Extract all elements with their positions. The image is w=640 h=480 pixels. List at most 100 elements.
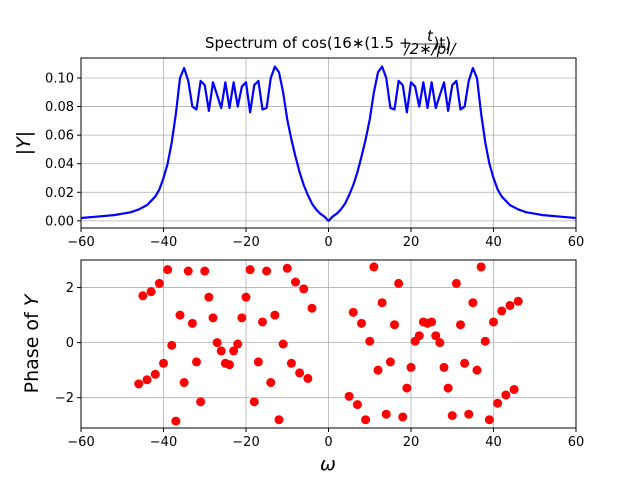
phase-xlabel: ω bbox=[320, 453, 336, 475]
phase-point bbox=[204, 292, 214, 302]
phase-point bbox=[357, 318, 366, 328]
phase-point bbox=[282, 263, 292, 273]
x-tick-label: 0 bbox=[324, 435, 332, 450]
y-tick-label: 0.10 bbox=[45, 72, 74, 87]
phase-point bbox=[163, 265, 173, 275]
phase-point bbox=[509, 384, 519, 394]
phase-point bbox=[183, 266, 193, 276]
phase-point bbox=[142, 375, 152, 385]
phase-point bbox=[192, 357, 201, 367]
phase-point bbox=[377, 298, 387, 308]
spectrum-ylabel: |Y| bbox=[13, 131, 35, 155]
phase-point bbox=[493, 398, 503, 408]
phase-point bbox=[435, 338, 445, 348]
phase-point bbox=[361, 415, 371, 425]
y-tick-label: 0.00 bbox=[45, 214, 74, 229]
phase-plot-area bbox=[134, 262, 523, 426]
y-tick-label: 2 bbox=[66, 281, 74, 296]
phase-point bbox=[480, 336, 490, 346]
phase-point bbox=[402, 383, 412, 393]
x-tick-label: −60 bbox=[67, 435, 94, 450]
phase-point bbox=[258, 317, 267, 327]
phase-point bbox=[253, 357, 263, 367]
phase-point bbox=[468, 298, 478, 308]
phase-point bbox=[406, 362, 416, 372]
phase-point bbox=[237, 313, 247, 323]
x-tick-label: −60 bbox=[67, 235, 94, 250]
phase-point bbox=[476, 262, 486, 272]
phase-point bbox=[472, 365, 482, 375]
phase-point bbox=[439, 362, 449, 372]
x-tick-label: 20 bbox=[403, 435, 420, 450]
phase-point bbox=[451, 278, 461, 288]
phase-point bbox=[398, 412, 408, 422]
phase-point bbox=[154, 278, 164, 288]
phase-point bbox=[229, 346, 239, 356]
x-tick-label: 20 bbox=[403, 235, 420, 250]
x-tick-label: −20 bbox=[232, 235, 259, 250]
spectrum-line bbox=[80, 65, 577, 222]
phase-point bbox=[233, 339, 243, 349]
phase-point bbox=[171, 416, 181, 426]
y-tick-label: 0 bbox=[66, 336, 74, 351]
phase-point bbox=[369, 262, 379, 272]
phase-point bbox=[179, 378, 189, 388]
x-tick-label: 0 bbox=[324, 235, 332, 250]
x-tick-label: 60 bbox=[568, 435, 585, 450]
phase-point bbox=[303, 373, 313, 383]
x-tick-label: −20 bbox=[232, 435, 259, 450]
title-fraction-numerator: t bbox=[427, 27, 434, 45]
x-tick-label: −40 bbox=[150, 235, 177, 250]
phase-point bbox=[365, 336, 375, 346]
phase-point bbox=[262, 266, 272, 276]
spectrum-plot-area bbox=[80, 65, 577, 222]
phase-point bbox=[501, 390, 511, 400]
phase-point bbox=[299, 284, 309, 294]
phase-point bbox=[431, 331, 441, 341]
phase-point bbox=[447, 411, 457, 421]
spectrum-ticks: −60 −40 −20 0 20 40 60 0.00 0.02 0.04 0.06 0.08 0.10 bbox=[45, 72, 584, 251]
phase-point bbox=[497, 306, 507, 316]
phase-point bbox=[249, 397, 259, 407]
phase-point bbox=[225, 360, 234, 370]
phase-point bbox=[159, 358, 168, 368]
phase-point bbox=[216, 346, 226, 356]
x-tick-label: 40 bbox=[485, 435, 502, 450]
phase-point bbox=[196, 397, 206, 407]
y-tick-label: 0.08 bbox=[45, 100, 74, 115]
phase-point bbox=[295, 368, 305, 378]
phase-point bbox=[150, 369, 160, 379]
phase-point bbox=[385, 357, 395, 367]
phase-point bbox=[278, 339, 288, 349]
phase-point bbox=[175, 310, 185, 320]
chart-title: Spectrum of cos(16∗(1.5 +)t) bbox=[205, 34, 451, 52]
phase-point bbox=[344, 391, 354, 401]
phase-point bbox=[241, 292, 251, 302]
phase-point bbox=[505, 300, 515, 310]
phase-point bbox=[286, 358, 296, 368]
phase-point bbox=[390, 320, 399, 330]
phase-point bbox=[270, 310, 280, 320]
phase-point bbox=[245, 265, 255, 275]
phase-point bbox=[187, 318, 197, 328]
phase-ylabel: Phase ofY bbox=[21, 293, 43, 393]
phase-point bbox=[138, 291, 148, 301]
x-tick-label: 40 bbox=[485, 235, 502, 250]
phase-point bbox=[464, 409, 474, 419]
phase-point bbox=[167, 340, 177, 350]
phase-point bbox=[200, 266, 210, 276]
spectrum-gridlines bbox=[80, 58, 577, 228]
phase-point bbox=[307, 303, 317, 313]
phase-point bbox=[460, 358, 470, 368]
phase-point bbox=[146, 287, 156, 297]
phase-point bbox=[456, 320, 465, 330]
phase-point bbox=[274, 415, 284, 425]
phase-point bbox=[212, 338, 222, 348]
phase-point bbox=[208, 313, 218, 323]
phase-point bbox=[352, 400, 362, 410]
phase-point bbox=[427, 317, 437, 327]
phase-point bbox=[134, 379, 144, 389]
x-tick-label: −40 bbox=[150, 435, 177, 450]
